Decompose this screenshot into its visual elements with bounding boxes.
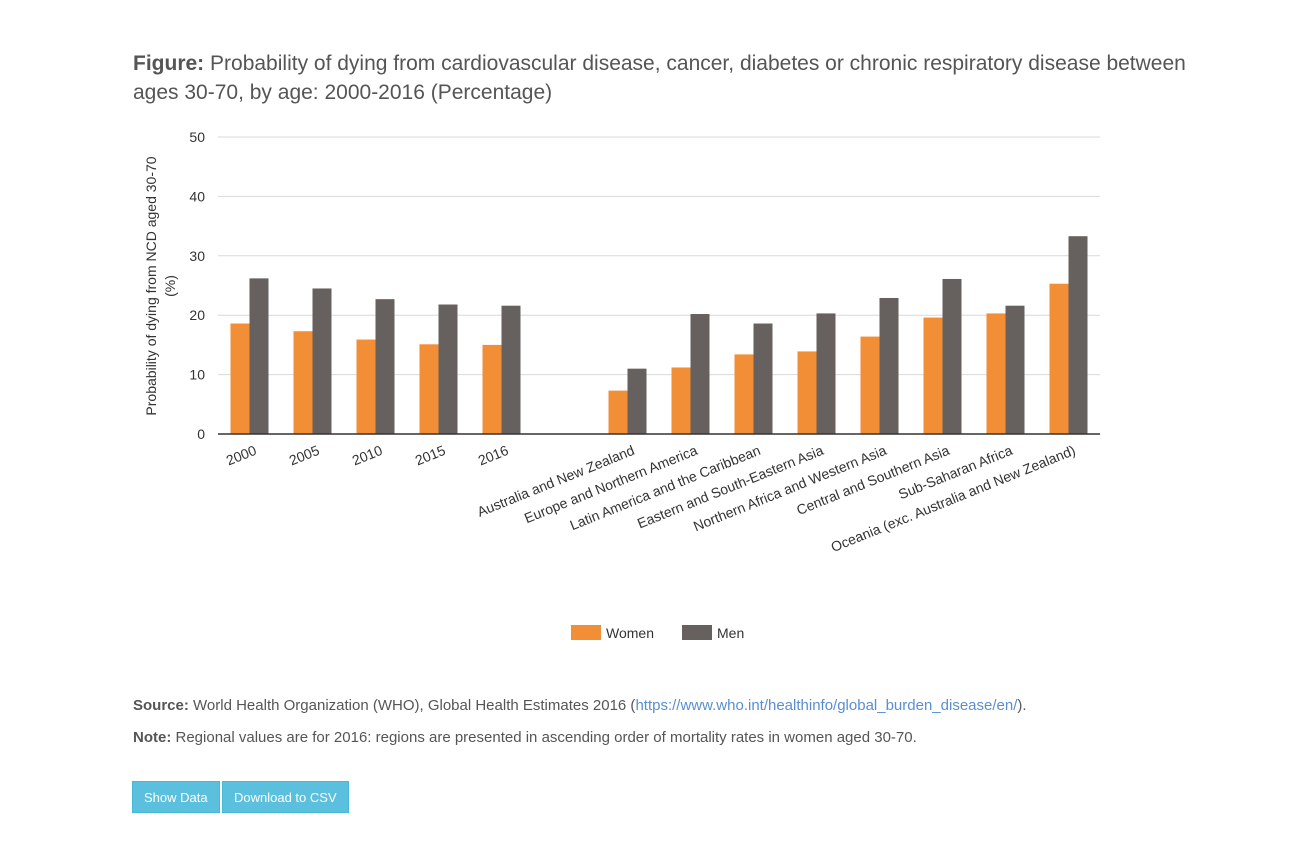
y-tick-label: 10 (189, 367, 205, 383)
x-tick-label: 2015 (413, 442, 448, 469)
source-label: Source: (133, 697, 189, 714)
show-data-button[interactable]: Show Data (132, 781, 220, 813)
figure-title: Figure: Probability of dying from cardio… (133, 49, 1193, 107)
regional-note: Note: Regional values are for 2016: regi… (133, 729, 917, 746)
bar-men-2[interactable] (375, 299, 395, 434)
y-axis-label-line2: (%) (162, 275, 178, 297)
bar-women-2[interactable] (356, 339, 376, 434)
x-tick-label: 2016 (476, 442, 511, 469)
y-tick-label: 0 (197, 426, 205, 442)
figure-title-prefix: Figure: (133, 52, 205, 75)
bar-men-3[interactable] (438, 304, 458, 434)
legend-swatch-women[interactable] (571, 625, 601, 640)
download-csv-button[interactable]: Download to CSV (222, 781, 349, 813)
bar-women-6[interactable] (608, 390, 628, 434)
source-note: Source: World Health Organization (WHO),… (133, 697, 1027, 714)
y-axis-ticks: 0 10 20 30 40 50 (189, 129, 205, 442)
legend: Women Men (571, 625, 744, 641)
bar-women-8[interactable] (734, 354, 754, 434)
note-text: Regional values are for 2016: regions ar… (175, 729, 917, 746)
y-tick-label: 40 (189, 188, 205, 204)
x-tick-label: 2000 (224, 442, 259, 469)
bar-men-1[interactable] (312, 288, 332, 434)
bar-women-7[interactable] (671, 367, 691, 434)
legend-label-men[interactable]: Men (717, 625, 744, 641)
bar-women-12[interactable] (986, 313, 1006, 434)
bar-women-9[interactable] (797, 351, 817, 434)
bar-men-6[interactable] (627, 368, 647, 434)
bar-women-13[interactable] (1049, 283, 1069, 434)
bar-men-13[interactable] (1068, 236, 1088, 434)
legend-swatch-men[interactable] (682, 625, 712, 640)
bar-men-11[interactable] (942, 278, 962, 434)
y-tick-label: 50 (189, 129, 205, 145)
bar-women-11[interactable] (923, 317, 943, 434)
source-text: World Health Organization (WHO), Global … (193, 697, 636, 714)
source-suffix: ). (1017, 697, 1027, 714)
bar-women-1[interactable] (293, 331, 313, 434)
figure-title-text: Probability of dying from cardiovascular… (133, 52, 1186, 104)
y-tick-label: 20 (189, 307, 205, 323)
grid-lines (218, 136, 1100, 376)
x-tick-label: 2010 (350, 442, 385, 469)
bar-men-12[interactable] (1005, 305, 1025, 434)
x-tick-label: 2005 (287, 442, 322, 469)
legend-label-women[interactable]: Women (606, 625, 654, 641)
bar-men-0[interactable] (249, 278, 269, 434)
bar-women-4[interactable] (482, 344, 502, 434)
bar-men-4[interactable] (501, 305, 521, 434)
bar-men-10[interactable] (879, 297, 899, 434)
y-axis-label-line1: Probability of dying from NCD aged 30-70 (143, 156, 159, 415)
bars (230, 236, 1088, 434)
source-link[interactable]: https://www.who.int/healthinfo/global_bu… (635, 697, 1018, 714)
bar-men-7[interactable] (690, 314, 710, 434)
bar-men-8[interactable] (753, 323, 773, 434)
bar-women-10[interactable] (860, 336, 880, 434)
bar-women-0[interactable] (230, 323, 250, 434)
y-tick-label: 30 (189, 248, 205, 264)
bar-women-3[interactable] (419, 344, 439, 434)
note-label: Note: (133, 729, 172, 746)
bar-men-9[interactable] (816, 313, 836, 434)
